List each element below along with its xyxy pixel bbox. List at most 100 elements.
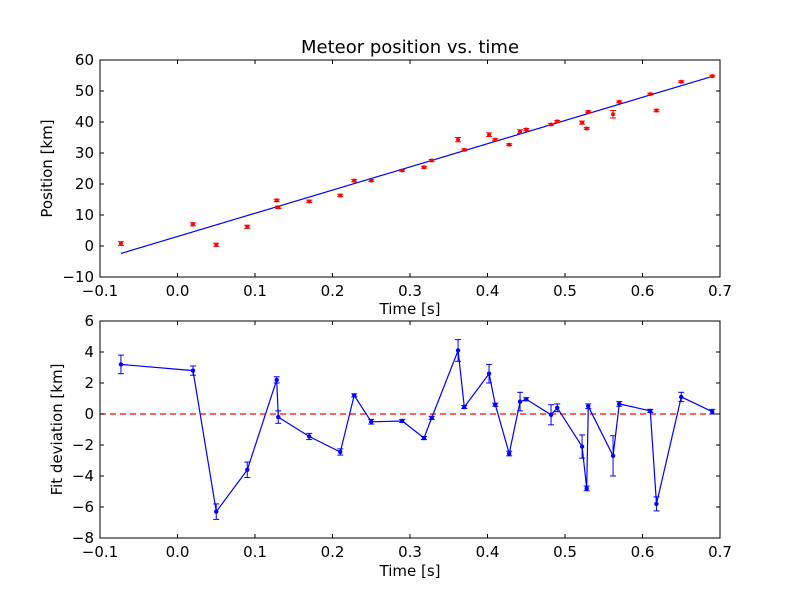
y-tick-label: −10	[62, 268, 94, 286]
x-tick-label: −0.1	[82, 543, 118, 561]
y-tick-label: 30	[75, 144, 94, 162]
position-plot-area	[117, 74, 716, 255]
x-tick-label: 0.2	[321, 543, 345, 561]
x-tick-label: 0.3	[398, 543, 422, 561]
y-tick-label: −2	[72, 436, 94, 454]
x-tick-label: 0.1	[243, 543, 267, 561]
data-point	[679, 79, 684, 84]
y-tick-label: −4	[72, 467, 94, 485]
data-point	[654, 108, 659, 113]
data-point	[462, 147, 467, 152]
x-tick-label: 0.3	[398, 282, 422, 300]
data-point	[487, 132, 492, 137]
x-tick-label: 0.0	[166, 282, 190, 300]
data-point	[400, 418, 405, 424]
data-point	[507, 142, 512, 147]
y-tick-label: −8	[72, 529, 94, 547]
data-point	[276, 205, 281, 210]
data-point	[214, 509, 219, 514]
data-point	[429, 158, 434, 163]
data-point	[507, 451, 512, 456]
data-point	[456, 137, 461, 142]
data-point	[610, 453, 616, 459]
y-tick-label: 4	[84, 343, 94, 361]
x-axis-label: Time [s]	[379, 300, 441, 318]
data-point	[549, 122, 554, 127]
data-point	[586, 404, 591, 409]
data-point	[276, 414, 281, 420]
x-tick-label: 0.1	[243, 282, 267, 300]
data-point	[617, 401, 622, 407]
data-point	[580, 120, 585, 125]
data-point	[191, 222, 195, 227]
data-point	[455, 348, 461, 353]
position-chart: Meteor position vs. time −0.1 0.0 0.1 0.2 0.…	[38, 37, 732, 318]
data-point	[338, 449, 343, 455]
data-point	[679, 394, 684, 400]
data-point	[584, 126, 589, 131]
data-point	[369, 178, 374, 183]
x-tick-label: 0.4	[476, 282, 500, 300]
y-tick-label: 10	[75, 206, 94, 224]
data-point	[555, 405, 560, 410]
y-axis-label: Position [km]	[38, 119, 56, 217]
data-point	[548, 412, 554, 417]
y-tick-label: 0	[84, 237, 94, 255]
data-point	[493, 402, 498, 407]
x-tick-label: 0.6	[631, 282, 655, 300]
deviation-chart: −0.1 0.0 0.1 0.2 0.3 0.4 0.5 0.6 0.7 −8 −6 −4 −2 0 2 4 6…	[48, 312, 732, 580]
data-point	[190, 368, 196, 373]
data-point	[462, 404, 467, 410]
data-point	[118, 241, 123, 246]
data-point	[493, 137, 498, 142]
data-point	[584, 486, 589, 491]
y-axis-label: Fit deviation [km]	[48, 364, 66, 496]
data-point	[518, 129, 523, 134]
y-tick-label: 20	[75, 175, 94, 193]
data-point	[400, 168, 405, 173]
y-tick-label: 60	[75, 51, 94, 69]
deviation-axes-ticks: −0.1 0.0 0.1 0.2 0.3 0.4 0.5 0.6 0.7 −8 −6 −4 −2 0 2 4 6	[72, 312, 732, 561]
data-point	[654, 501, 659, 507]
data-point	[214, 242, 219, 247]
data-point	[118, 362, 124, 367]
deviation-plot-area	[100, 339, 720, 520]
x-tick-label: 0.5	[553, 543, 577, 561]
data-point	[648, 92, 653, 97]
x-tick-label: 0.4	[476, 543, 500, 561]
y-tick-label: 0	[84, 405, 94, 423]
y-tick-label: −6	[72, 498, 94, 516]
fit-line	[120, 75, 713, 255]
data-point	[524, 127, 529, 132]
data-point	[352, 178, 357, 183]
y-tick-label: 6	[84, 312, 94, 330]
x-tick-label: 0.0	[166, 543, 190, 561]
data-point	[617, 99, 622, 104]
data-point	[338, 193, 343, 198]
position-axes-ticks: −0.1 0.0 0.1 0.2 0.3 0.4 0.5 0.6 0.7 −10 0 10 20 30 40…	[62, 51, 732, 300]
data-point	[586, 109, 591, 114]
x-tick-label: 0.5	[553, 282, 577, 300]
data-point	[421, 435, 427, 441]
data-point	[245, 467, 250, 472]
data-point	[579, 444, 585, 449]
x-tick-label: −0.1	[82, 282, 118, 300]
x-tick-label: 0.7	[708, 282, 732, 300]
data-point	[648, 408, 653, 414]
data-point	[307, 199, 312, 204]
y-tick-label: 40	[75, 113, 94, 131]
y-tick-label: 50	[75, 82, 94, 100]
x-axis-label: Time [s]	[379, 562, 441, 580]
data-point	[421, 165, 426, 170]
data-point	[245, 224, 250, 229]
data-point	[555, 119, 560, 124]
data-point	[710, 74, 715, 79]
data-point	[517, 399, 523, 404]
data-point	[524, 397, 529, 402]
data-point	[429, 415, 434, 421]
data-point	[307, 434, 312, 439]
data-point	[274, 377, 279, 383]
x-tick-label: 0.2	[321, 282, 345, 300]
data-point	[611, 112, 616, 117]
